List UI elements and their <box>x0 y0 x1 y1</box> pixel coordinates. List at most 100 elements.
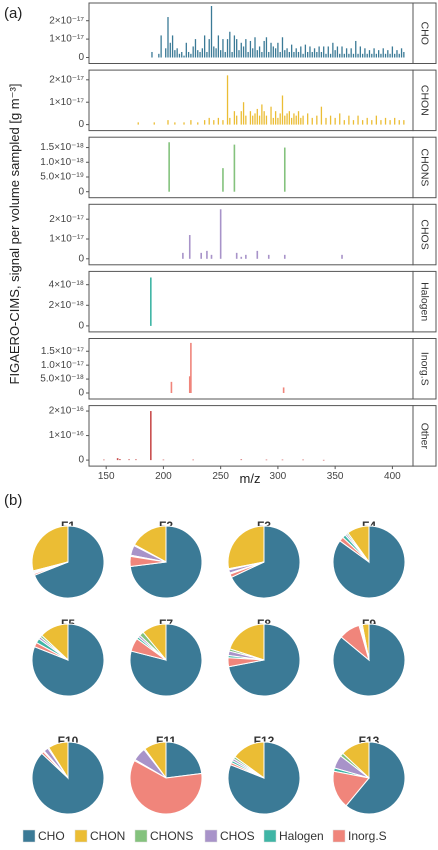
spectrum-bar <box>206 51 208 58</box>
spectrum-bar <box>361 120 364 125</box>
spectrum-bar <box>231 51 233 58</box>
pie-f11: F11 <box>129 734 203 815</box>
x-tick-label: 400 <box>384 471 401 482</box>
spectrum-panel-inorg-s: Inorg.S 0 5.0×10⁻¹⁸ 1.0×10⁻¹⁷ 1.5×10⁻¹⁷ <box>40 338 437 400</box>
facet-strip <box>412 136 437 199</box>
spectrum-bar <box>274 111 277 125</box>
spectrum-bar <box>400 48 403 58</box>
spectrum-bar <box>258 115 261 125</box>
spectrum-bar <box>150 411 152 461</box>
spectrum-bar <box>167 120 169 125</box>
spectrum-bar <box>263 40 265 58</box>
spectrum-bar <box>151 51 153 58</box>
x-tick-label: 200 <box>155 471 172 482</box>
y-tick-label: 0 <box>78 253 84 264</box>
spectrum-bar <box>224 51 226 58</box>
spectrum-bar <box>222 39 224 58</box>
spectrum-bar <box>297 111 300 125</box>
panel-frame <box>88 136 414 199</box>
spectrum-bar <box>309 46 311 58</box>
spectrum-bar <box>348 115 350 125</box>
spectrum-bar <box>394 117 396 125</box>
spectrum-bar <box>242 102 245 125</box>
y-tick-label: 5.0×10⁻¹⁹ <box>40 172 84 183</box>
spectrum-bar <box>366 53 368 58</box>
legend-item-chos: CHOS <box>204 829 255 843</box>
legend-item-halogen: Halogen <box>263 829 324 843</box>
y-tick-label: 5.0×10⁻¹⁸ <box>40 374 84 385</box>
spectrum-bar <box>283 254 286 259</box>
pie-slice-cho <box>33 525 105 599</box>
legend-swatch <box>204 829 218 843</box>
spectrum-bar <box>247 51 249 58</box>
pie-slice-inorg-s <box>130 638 167 661</box>
spectrum-bar <box>350 48 352 58</box>
spectrum-bar <box>320 51 323 58</box>
legend-item-chons: CHONS <box>134 829 193 843</box>
spectrum-bar <box>197 122 199 125</box>
spectrum-bar <box>174 122 176 125</box>
spectrum-bar <box>238 50 240 58</box>
spectrum-bar <box>190 120 192 125</box>
facet-strip-label: CHON <box>419 85 431 116</box>
spectrum-bar <box>103 459 105 461</box>
facet-strip <box>412 203 437 266</box>
y-tick-label: 1.5×10⁻¹⁷ <box>41 346 84 357</box>
legend-label: Inorg.S <box>348 829 387 843</box>
spectrum-bar <box>281 95 284 125</box>
facet-strip <box>412 270 437 333</box>
spectrum-bar <box>252 48 254 58</box>
spectrum-bar <box>357 53 359 58</box>
facet-strip <box>412 338 437 400</box>
panel-frame <box>88 270 414 333</box>
spectrum-bar <box>160 35 162 58</box>
pie-slice-inorg-s <box>227 657 265 668</box>
facet-strip <box>412 405 437 467</box>
spectrum-bar <box>302 53 304 58</box>
spectrum-bar <box>182 252 184 259</box>
spectrum-bar <box>272 46 274 58</box>
spectrum-bar <box>339 53 341 58</box>
spectrum-bar <box>325 53 327 58</box>
spectrum-panel-chons: CHONS 0 5.0×10⁻¹⁹ 1.0×10⁻¹⁸ 1.5×10⁻¹⁸ <box>40 136 437 199</box>
spectrum-bar <box>233 111 236 125</box>
spectrum-bar <box>282 387 285 393</box>
spectrum-bar <box>217 35 220 58</box>
y-tick-label: 2×10⁻¹⁷ <box>49 15 84 26</box>
spectrum-bar <box>222 168 224 192</box>
pie-f9: F9 <box>332 617 406 697</box>
spectrum-bar <box>279 51 281 58</box>
spectrum-bar <box>300 117 302 125</box>
pie-f7: F7 <box>129 617 203 697</box>
spectrum-bar <box>341 254 343 259</box>
spectrum-panel-cho: CHO 0 1×10⁻¹⁷ 2×10⁻¹⁷ <box>49 2 437 64</box>
facet-strip-label: CHO <box>419 22 431 45</box>
spectrum-bar <box>300 46 302 58</box>
spectrum-bar <box>359 46 361 58</box>
spectrum-bar <box>297 51 300 58</box>
legend-label: CHONS <box>150 829 193 843</box>
spectrum-bar <box>215 48 217 58</box>
spectrum-bar <box>332 42 334 58</box>
panel-frame <box>88 203 414 266</box>
spectrum-bar <box>245 254 247 259</box>
spectrum-bar <box>170 381 173 393</box>
spectrum-bar <box>226 39 229 58</box>
y-tick-label: 1.0×10⁻¹⁸ <box>40 157 84 168</box>
spectrum-bar <box>288 51 291 58</box>
spectrum-panel-halogen: Halogen 0 2×10⁻¹⁸ 4×10⁻¹⁸ <box>49 270 437 333</box>
y-tick-label: 0 <box>78 119 84 130</box>
legend-label: CHON <box>90 829 125 843</box>
pie-f10: F10 <box>31 734 105 815</box>
spectrum-bar <box>389 53 391 58</box>
legend: CHO CHON CHONS CHOS Halogen Inorg.S <box>22 829 387 843</box>
spectrum-bar <box>176 48 178 58</box>
spectrum-bar <box>261 104 263 125</box>
spectrum-bar <box>249 40 252 58</box>
spectrum-bar <box>199 51 201 58</box>
spectrum-bar <box>286 48 288 58</box>
spectrum-bar <box>355 40 357 58</box>
spectrum-bar <box>327 46 329 58</box>
spectrum-bar <box>279 113 281 125</box>
